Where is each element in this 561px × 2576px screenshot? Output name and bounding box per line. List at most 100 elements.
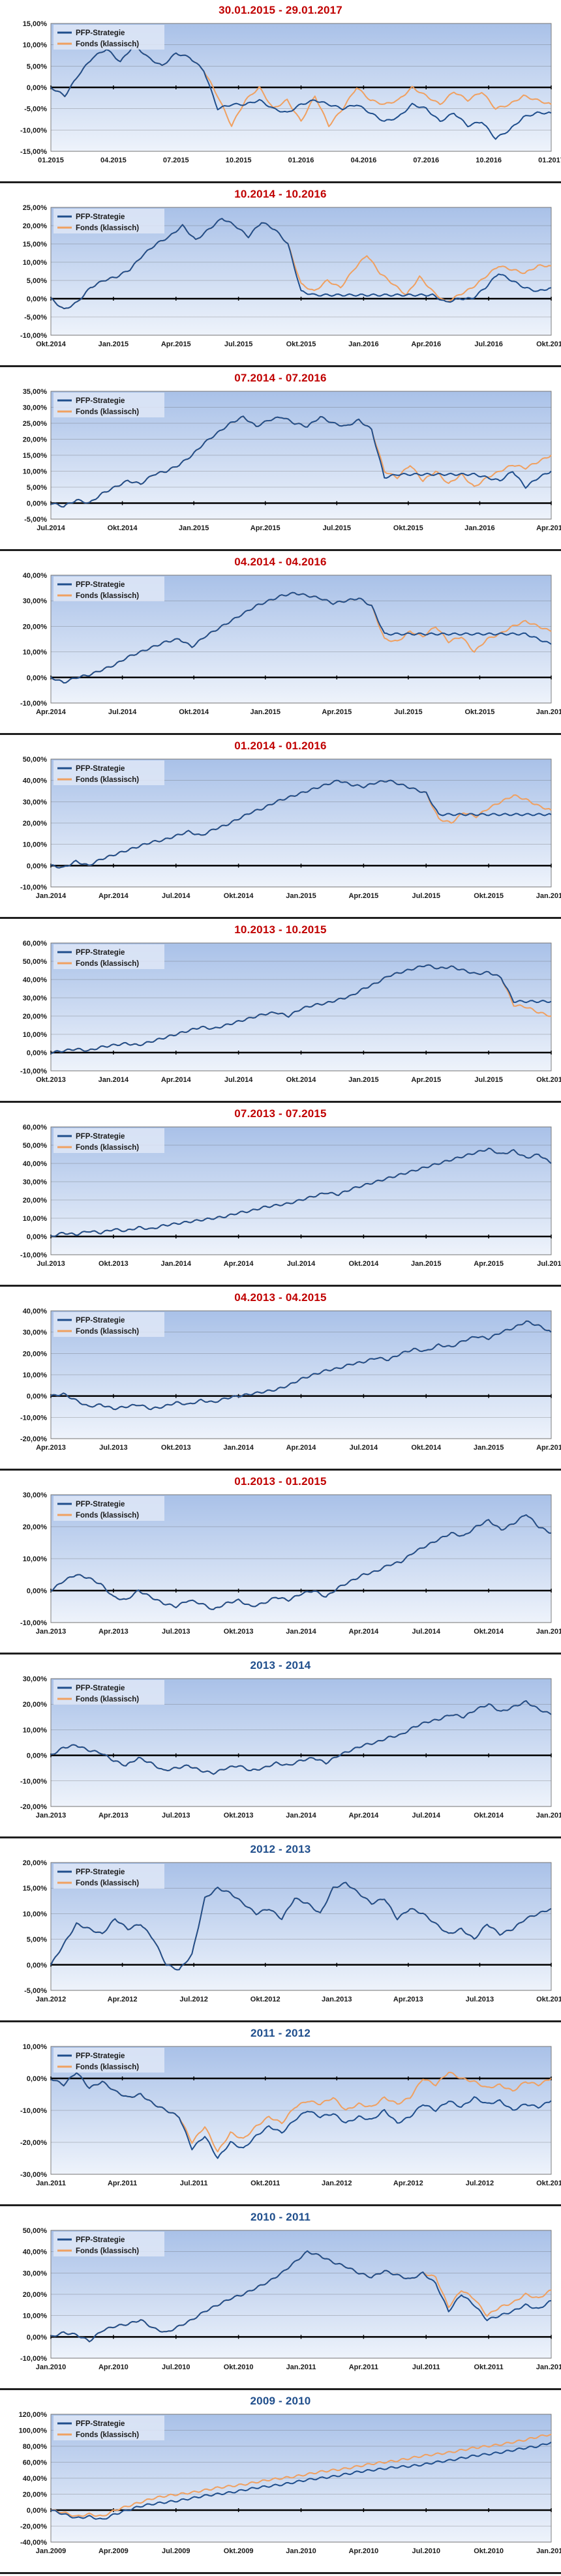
chart-panel: 10.2014 - 10.2016 25,00% 20,00% 15,00% 10,00…: [0, 184, 561, 368]
y-tick-label: 20,00%: [23, 1859, 48, 1867]
chart-title: 01.2013 - 01.2015: [234, 1475, 327, 1488]
x-tick-label: Okt.2013: [161, 1444, 191, 1452]
y-tick-label: -20,00%: [20, 1803, 47, 1811]
y-tick-label: 10,00%: [23, 1031, 48, 1039]
panel-separator: [0, 181, 561, 183]
y-tick-label: 20,00%: [23, 222, 48, 230]
legend-label: PFP-Strategie: [76, 397, 125, 405]
series-line-pfp: [50, 964, 552, 1055]
y-tick-label: 20,00%: [23, 436, 48, 444]
x-tick-label: Okt.2014: [474, 1628, 504, 1636]
legend-label: PFP-Strategie: [76, 765, 125, 773]
x-tick-label: Jan.2014: [286, 1812, 316, 1820]
chart-title: 04.2014 - 04.2016: [234, 556, 327, 568]
y-tick-label: -20,00%: [20, 2523, 47, 2531]
y-tick-label: -40,00%: [20, 2539, 47, 2547]
x-tick-label: Apr.2012: [393, 2179, 423, 2187]
y-tick-label: 40,00%: [23, 2249, 48, 2256]
y-tick-label: 30,00%: [23, 404, 48, 412]
y-tick-label: 20,00%: [23, 2291, 48, 2299]
series-line-pfp: [51, 2250, 552, 2343]
y-tick-label: 10,00%: [23, 1215, 48, 1223]
panel-separator: [0, 2572, 561, 2574]
x-tick-label: Jan.2014: [223, 1444, 254, 1452]
x-tick-label: Apr.2012: [108, 1996, 138, 2003]
x-tick-label: Jul.2014: [108, 708, 137, 716]
legend: PFP-Strategie Fonds (klassisch): [53, 25, 164, 50]
x-tick-label: Jul.2010: [162, 2363, 190, 2371]
x-tick-label: Okt.2013: [536, 1996, 561, 2003]
legend-box: [53, 577, 164, 601]
y-tick-label: 0,00%: [27, 2075, 47, 2083]
legend-box: [53, 2232, 164, 2256]
line-chart: 60,00% 50,00% 40,00% 30,00% 20,00% 10,00% 0,00…: [20, 940, 561, 1084]
x-tick-label: Jul.2014: [224, 1076, 253, 1084]
x-tick-label: Jan.2013: [36, 1812, 66, 1820]
x-tick-label: Jan.2015: [474, 1444, 504, 1452]
legend-label: PFP-Strategie: [76, 29, 125, 37]
series-line-pfp: [50, 1700, 552, 1775]
legend: PFP-Strategie Fonds (klassisch): [53, 944, 164, 969]
y-tick-label: 50,00%: [23, 958, 48, 966]
x-tick-label: Jan.2010: [36, 2363, 66, 2371]
x-tick-label: 07.2016: [413, 157, 439, 164]
y-tick-label: 10,00%: [23, 1726, 48, 1734]
x-tick-label: Jul.2016: [474, 340, 502, 348]
legend-label: Fonds (klassisch): [76, 592, 139, 600]
panel-separator: [0, 1101, 561, 1103]
x-tick-label: Jan.2016: [536, 708, 561, 716]
y-tick-label: -20,00%: [20, 1435, 47, 1443]
y-tick-label: 30,00%: [23, 597, 48, 605]
legend-label: Fonds (klassisch): [76, 776, 139, 784]
y-tick-label: 25,00%: [23, 420, 48, 428]
x-tick-label: Jul.2013: [37, 1260, 65, 1268]
y-tick-label: 40,00%: [23, 572, 48, 580]
y-tick-label: 10,00%: [23, 2043, 48, 2051]
x-tick-label: 10.2015: [226, 157, 252, 164]
y-tick-label: 0,00%: [27, 84, 47, 92]
panel-separator: [0, 549, 561, 551]
y-tick-label: 0,00%: [27, 1587, 47, 1595]
y-tick-label: 0,00%: [27, 1962, 47, 1969]
series-line-pfp: [50, 592, 552, 684]
x-tick-label: Okt.2014: [348, 1260, 379, 1268]
x-tick-label: 10.2016: [476, 157, 502, 164]
y-tick-label: 50,00%: [23, 2227, 48, 2235]
x-tick-label: Okt.2014: [108, 524, 138, 532]
legend-box: [53, 25, 164, 50]
x-tick-label: Jul.2014: [37, 524, 65, 532]
y-tick-label: 15,00%: [23, 241, 48, 248]
x-tick-label: Okt.2011: [250, 2179, 280, 2187]
series-line-pfp: [50, 2442, 552, 2520]
x-tick-label: Jul.2014: [412, 1628, 441, 1636]
y-tick-label: 20,00%: [23, 820, 48, 828]
chart-title: 01.2014 - 01.2016: [234, 740, 327, 752]
chart-title: 2012 - 2013: [250, 1843, 311, 1855]
line-chart: 30,00% 20,00% 10,00% 0,00% -10,00%Jan.2013 Ap…: [20, 1491, 561, 1636]
y-tick-label: 20,00%: [23, 1701, 48, 1709]
y-tick-label: 60,00%: [23, 1124, 48, 1131]
legend: PFP-Strategie Fonds (klassisch): [53, 2048, 164, 2073]
chart-panel: 04.2014 - 04.2016 40,00% 30,00% 20,00% 10,00…: [0, 552, 561, 736]
legend: PFP-Strategie Fonds (klassisch): [53, 577, 164, 601]
x-tick-label: Jul.2013: [162, 1628, 190, 1636]
x-tick-label: Jan.2011: [536, 2547, 561, 2555]
x-tick-label: Jan.2015: [286, 892, 316, 900]
chart-panel: 2010 - 2011 50,00% 40,00% 30,00% 20,00% 10,00…: [0, 2207, 561, 2391]
chart-panel: 07.2014 - 07.2016 35,00% 30,00% 25,00% 20,00…: [0, 368, 561, 552]
y-tick-label: -10,00%: [20, 700, 47, 708]
y-tick-label: 20,00%: [23, 623, 48, 631]
panel-separator: [0, 1653, 561, 1655]
x-tick-label: Okt.2014: [286, 1076, 317, 1084]
x-tick-label: Jul.2014: [350, 1444, 378, 1452]
y-tick-label: -5,00%: [24, 106, 47, 113]
y-tick-label: 0,00%: [27, 500, 47, 508]
x-tick-label: Jul.2013: [99, 1444, 127, 1452]
x-tick-label: Apr.2015: [474, 1260, 504, 1268]
y-tick-label: 5,00%: [27, 1936, 47, 1944]
legend: PFP-Strategie Fonds (klassisch): [53, 2416, 164, 2440]
chart-title: 2010 - 2011: [250, 2211, 311, 2223]
line-chart: 50,00% 40,00% 30,00% 20,00% 10,00% 0,00% -10,0…: [20, 2227, 561, 2371]
y-tick-label: -10,00%: [20, 332, 47, 340]
